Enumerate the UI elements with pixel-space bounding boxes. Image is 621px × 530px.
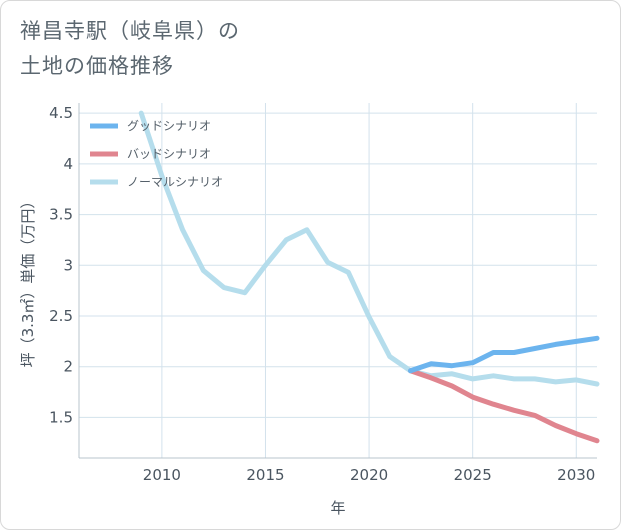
y-tick-label: 4 bbox=[63, 155, 73, 173]
x-axis-label: 年 bbox=[330, 499, 345, 517]
y-tick-label: 2 bbox=[63, 358, 73, 376]
y-tick-label: 3 bbox=[63, 256, 73, 274]
x-tick-label: 2025 bbox=[454, 466, 492, 484]
chart-title: 禅昌寺駅（岐阜県）の 土地の価格推移 bbox=[20, 19, 240, 78]
legend-label: バッドシナリオ bbox=[127, 147, 211, 161]
grid-lines bbox=[79, 103, 597, 458]
legend-label: ノーマルシナリオ bbox=[127, 175, 223, 189]
x-tick-label: 2030 bbox=[557, 466, 595, 484]
axes bbox=[78, 103, 597, 459]
series-line-1 bbox=[408, 368, 600, 444]
series-line-0 bbox=[408, 335, 600, 374]
x-tick-label: 2015 bbox=[246, 466, 284, 484]
x-tick-label: 2010 bbox=[143, 466, 181, 484]
y-tick-label: 3.5 bbox=[49, 206, 73, 224]
y-axis-label: 坪（3.3㎡）単価（万円） bbox=[19, 194, 37, 368]
x-tick-label: 2020 bbox=[350, 466, 388, 484]
tick-labels: 2010 2015 2020 2025 2030 1.5 2 2.5 3 3.5 4 4.5 bbox=[49, 104, 595, 484]
y-tick-label: 2.5 bbox=[49, 307, 73, 325]
y-tick-label: 4.5 bbox=[49, 104, 73, 122]
legend-label: グッドシナリオ bbox=[127, 119, 211, 133]
series-line-2 bbox=[138, 110, 600, 387]
y-tick-label: 1.5 bbox=[49, 408, 73, 426]
series-layer bbox=[138, 110, 600, 444]
